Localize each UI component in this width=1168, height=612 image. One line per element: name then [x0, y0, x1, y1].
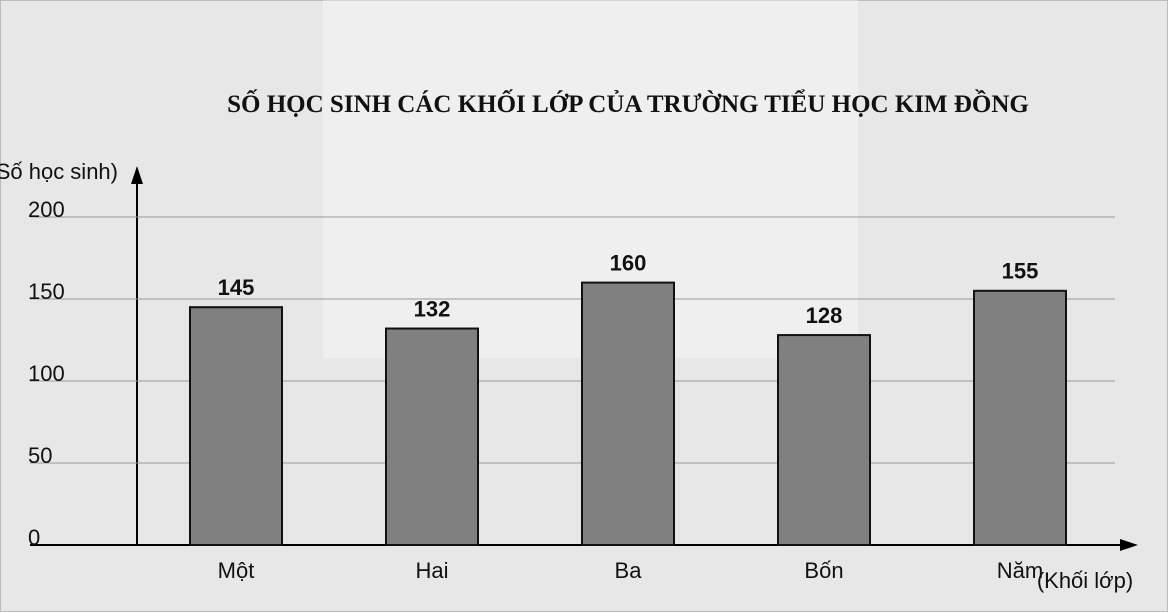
chart-title: SỐ HỌC SINH CÁC KHỐI LỚP CỦA TRƯỜNG TIỂU…: [178, 86, 1078, 124]
value-label: 160: [610, 250, 647, 275]
y-tick-label: 150: [28, 279, 65, 304]
y-tick-label: 0: [28, 525, 40, 550]
value-label: 132: [414, 296, 451, 321]
bar: [778, 335, 870, 545]
x-tick-label: Năm: [997, 558, 1043, 583]
y-axis-label: (Số học sinh): [0, 159, 118, 184]
y-tick-label: 50: [28, 443, 52, 468]
x-axis-arrow: [1120, 539, 1138, 551]
bar: [190, 307, 282, 545]
y-tick-label: 200: [28, 197, 65, 222]
x-axis-label: (Khối lớp): [1037, 568, 1133, 593]
x-tick-label: Bốn: [804, 558, 843, 583]
bar: [974, 291, 1066, 545]
value-label: 128: [806, 303, 843, 328]
y-tick-label: 100: [28, 361, 65, 386]
x-tick-label: Một: [218, 558, 255, 583]
value-label: 145: [218, 275, 255, 300]
bar: [582, 283, 674, 545]
bar: [386, 329, 478, 545]
value-label: 155: [1002, 259, 1039, 284]
x-tick-label: Hai: [415, 558, 448, 583]
page: (Số học sinh) (Khối lớp) 0 50 100 150 200 145…: [0, 0, 1168, 612]
y-axis-arrow: [131, 166, 143, 184]
x-tick-label: Ba: [615, 558, 643, 583]
